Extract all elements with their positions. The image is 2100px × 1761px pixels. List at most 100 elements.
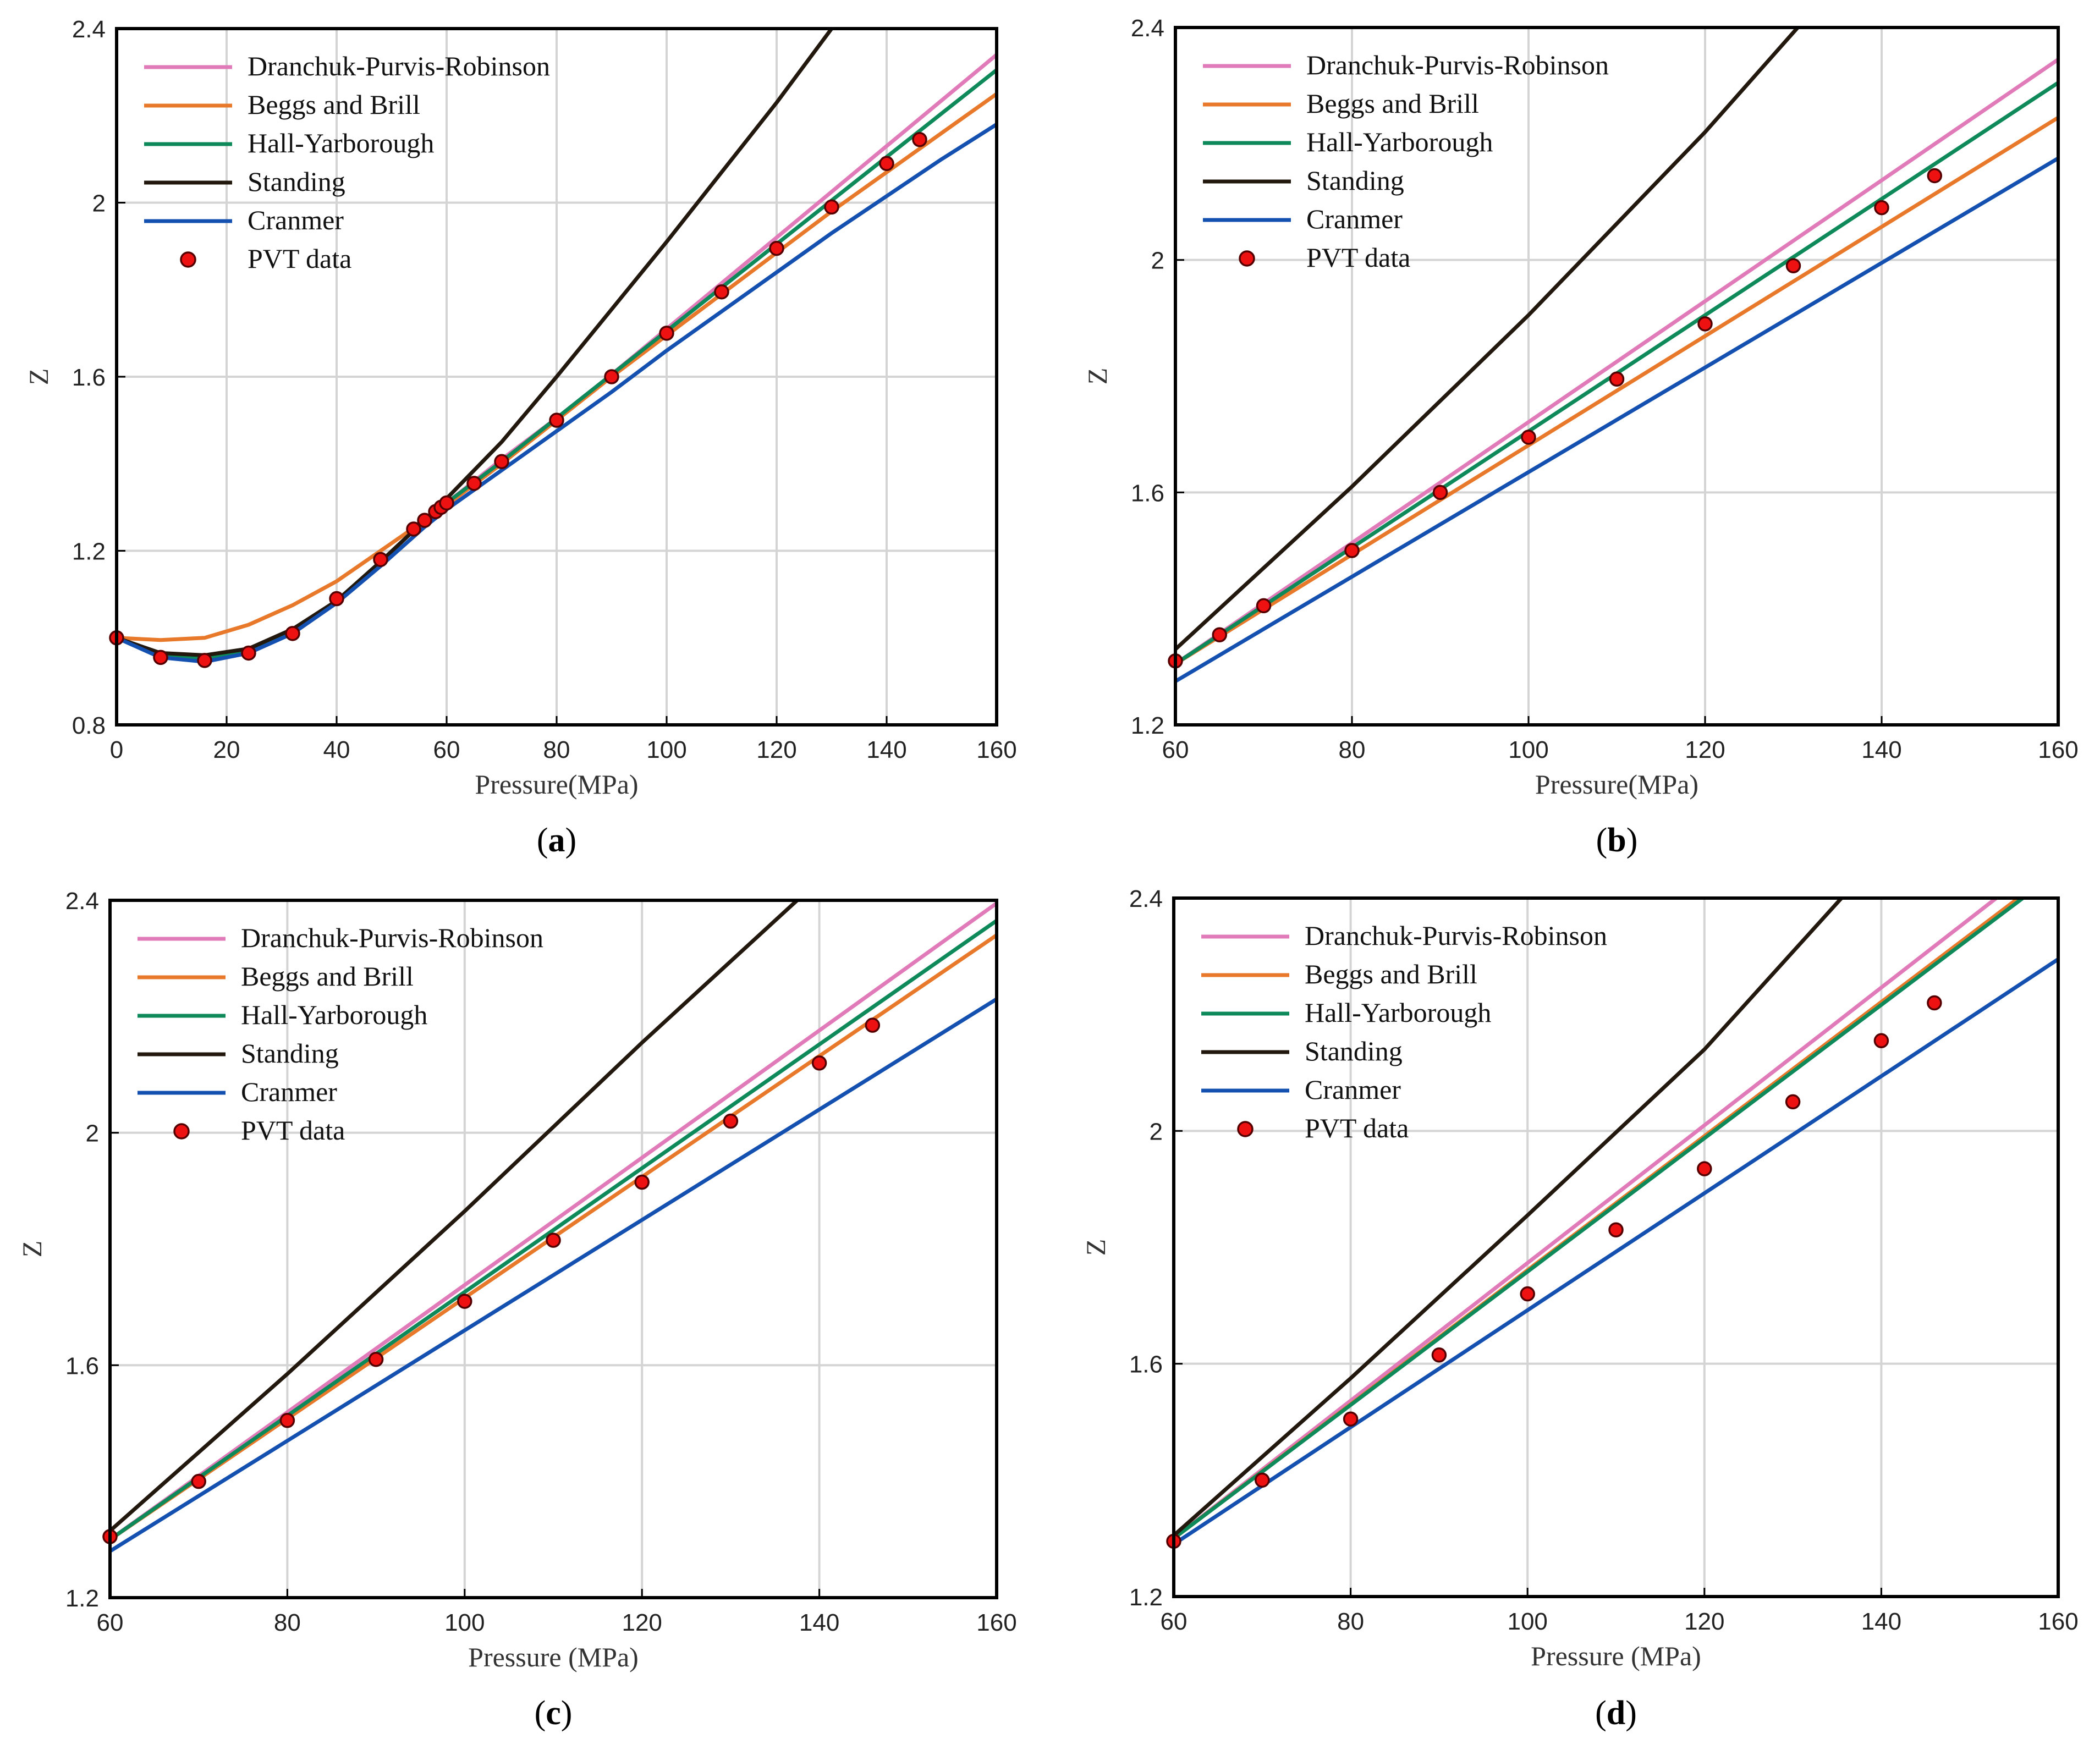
- x-tick-label: 60: [433, 736, 460, 763]
- legend-marker-pvt-data: [180, 251, 196, 268]
- legend-label: Beggs and Brill: [248, 89, 420, 120]
- x-tick-label: 120: [622, 1609, 662, 1636]
- series-line-standing: [1175, 27, 1800, 651]
- legend-label: PVT data: [1305, 1113, 1409, 1143]
- pvt-data-point: [329, 591, 344, 607]
- legend-label: Beggs and Brill: [241, 961, 414, 992]
- y-tick-label: 2.4: [65, 888, 99, 915]
- y-tick-label: 1.2: [1131, 712, 1164, 739]
- pvt-data-point: [1874, 200, 1889, 216]
- x-tick-label: 80: [1337, 1608, 1364, 1635]
- legend-label: Beggs and Brill: [1306, 88, 1479, 119]
- pvt-data-point: [1785, 1094, 1801, 1110]
- y-axis-title: Z: [17, 1241, 47, 1258]
- pvt-data-point: [279, 1412, 295, 1428]
- legend-label: Dranchuk-Purvis-Robinson: [1306, 49, 1609, 80]
- pvt-data-point: [457, 1294, 472, 1309]
- x-tick-label: 140: [1861, 736, 1901, 763]
- x-tick-label: 140: [1861, 1608, 1901, 1635]
- chart-panel-a: 0 20 40 60 80 100 120 140 160 0.8 1.2 1.6 2 2.4 Dranch…: [23, 16, 1017, 859]
- y-tick-label: 1.6: [1129, 1351, 1163, 1378]
- pvt-data-point: [1927, 168, 1943, 184]
- series-line-cranmer: [110, 997, 997, 1553]
- pvt-data-point: [1697, 316, 1713, 332]
- y-tick-label: 1.6: [72, 364, 106, 391]
- pvt-data-point: [1521, 430, 1536, 445]
- plot-area: [1174, 898, 2058, 1546]
- y-tick-label: 0.8: [72, 712, 106, 739]
- series-line-cranmer: [1175, 156, 2058, 683]
- legend-label: Cranmer: [241, 1076, 337, 1107]
- pvt-data-point: [634, 1174, 650, 1190]
- series-line-beggs-and-brill: [1175, 115, 2058, 665]
- x-tick-label: 120: [1684, 1608, 1724, 1635]
- legend-label: Dranchuk-Purvis-Robinson: [248, 51, 550, 81]
- pvt-data-point: [1927, 995, 1942, 1011]
- x-tick-label: 60: [1162, 736, 1189, 763]
- x-axis-title: Pressure (MPa): [468, 1642, 639, 1672]
- pvt-data-point: [285, 626, 300, 641]
- x-tick-label: 160: [2038, 1608, 2078, 1635]
- x-tick-label: 100: [444, 1609, 485, 1636]
- y-axis-title: Z: [23, 368, 54, 386]
- x-axis-title: Pressure(MPa): [1535, 769, 1698, 800]
- pvt-data-point: [466, 476, 482, 491]
- legend-label: PVT data: [1306, 242, 1410, 273]
- legend-label: Dranchuk-Purvis-Robinson: [1305, 920, 1607, 951]
- x-tick-label: 160: [976, 1609, 1016, 1636]
- y-tick-label: 2: [86, 1120, 99, 1147]
- x-tick-label: 120: [756, 736, 796, 763]
- legend-label: Standing: [248, 166, 345, 197]
- pvt-data-point: [153, 650, 168, 665]
- x-tick-label: 80: [274, 1609, 301, 1636]
- x-tick-label: 80: [1339, 736, 1366, 763]
- series-line-dranchuk-purvis-robinson: [1175, 58, 2058, 665]
- y-axis-title: Z: [1080, 1239, 1111, 1256]
- plot-area: [110, 900, 997, 1553]
- pvt-data-point: [439, 495, 454, 511]
- pvt-data-point: [1343, 1411, 1359, 1427]
- pvt-data-point: [769, 240, 784, 256]
- pvt-data-point: [714, 284, 729, 300]
- legend-label: PVT data: [248, 243, 351, 274]
- legend-label: Cranmer: [1305, 1074, 1401, 1105]
- plot-frame: [115, 27, 998, 727]
- y-tick-label: 2: [1150, 1118, 1163, 1145]
- x-tick-label: 60: [97, 1609, 124, 1636]
- y-tick-label: 2.4: [72, 16, 106, 43]
- y-tick-label: 1.2: [1129, 1584, 1163, 1611]
- x-tick-label: 140: [866, 736, 906, 763]
- x-tick-label: 0: [110, 736, 123, 763]
- series-line-hall-yarborough: [1174, 898, 2024, 1540]
- y-tick-label: 2.4: [1131, 15, 1164, 42]
- x-axis-title: Pressure (MPa): [1531, 1641, 1701, 1671]
- pvt-data-point: [824, 199, 839, 215]
- legend-label: Standing: [1306, 165, 1404, 196]
- pvt-data-point: [811, 1055, 827, 1071]
- series-line-hall-yarborough: [110, 919, 997, 1542]
- legend-label: Hall-Yarborough: [1305, 997, 1491, 1028]
- pvt-data-point: [1212, 627, 1227, 642]
- chart-panel-d: 60 80 100 120 140 160 1.2 1.6 2 2.4 Dranchuk-Purvi…: [1080, 885, 2079, 1732]
- pvt-data-point: [1431, 1347, 1447, 1363]
- y-tick-label: 2.4: [1129, 885, 1163, 912]
- y-tick-label: 1.2: [72, 538, 106, 565]
- pvt-data-point: [865, 1017, 881, 1033]
- plot-frame: [1174, 26, 2060, 727]
- pvt-data-point: [1608, 1222, 1624, 1237]
- pvt-data-point: [1256, 598, 1272, 614]
- panel-caption: (d): [1595, 1694, 1637, 1732]
- panel-caption: (c): [535, 1694, 573, 1732]
- panel-caption: (a): [537, 822, 576, 859]
- series-line-dranchuk-purvis-robinson: [1174, 898, 1998, 1540]
- y-tick-label: 1.6: [1131, 480, 1164, 507]
- pvt-data-point: [406, 521, 421, 537]
- pvt-data-point: [197, 653, 212, 668]
- y-tick-label: 1.6: [65, 1352, 99, 1379]
- pvt-data-point: [368, 1352, 384, 1367]
- legend-label: PVT data: [241, 1115, 345, 1146]
- pvt-data-point: [1697, 1161, 1712, 1176]
- legend-label: Cranmer: [1306, 203, 1403, 234]
- pvt-data-point: [549, 412, 564, 428]
